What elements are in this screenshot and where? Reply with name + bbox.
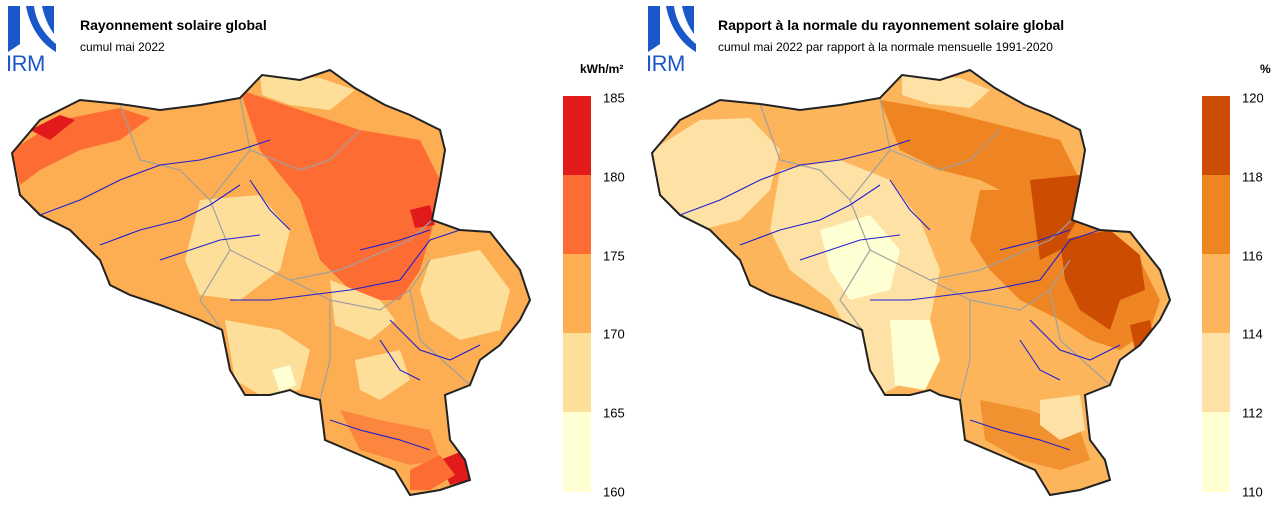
- legend-swatch: [1202, 254, 1230, 333]
- legend-unit: kWh/m²: [580, 62, 624, 76]
- belgium-radiation-map: [11, 69, 531, 496]
- legend-swatch: [563, 175, 591, 254]
- legend-swatch: [1202, 175, 1230, 254]
- legend-tick-label: 118: [1242, 169, 1263, 185]
- legend-colorbar: [1202, 96, 1230, 492]
- legend-colorbar: [563, 96, 591, 492]
- irm-logo-icon: [648, 6, 696, 52]
- legend-unit: %: [1260, 62, 1271, 76]
- legend-tick-label: 170: [603, 326, 625, 342]
- map-subtitle: cumul mai 2022: [80, 40, 165, 54]
- legend-tick-label: 116: [1242, 248, 1263, 264]
- legend-tick-label: 180: [603, 169, 625, 185]
- legend-tick-label: 110: [1242, 484, 1263, 500]
- ratio-to-normal-panel: IRM Rapport à la normale du rayonnement …: [640, 0, 1280, 507]
- legend-swatch: [1202, 412, 1230, 492]
- legend-tick-label: 165: [603, 405, 625, 421]
- legend-tick-label: 175: [603, 248, 625, 264]
- solar-radiation-panel: IRM Rayonnement solaire global cumul mai…: [6, 6, 625, 500]
- map-title: Rayonnement solaire global: [80, 17, 267, 33]
- belgium-ratio-map: [651, 69, 1171, 496]
- legend-tick-label: 120: [1242, 90, 1264, 106]
- map-subtitle: cumul mai 2022 par rapport à la normale …: [718, 40, 1053, 54]
- legend-swatch: [563, 333, 591, 412]
- irm-logo-text: IRM: [6, 51, 45, 76]
- legend-swatch: [563, 96, 591, 175]
- legend-swatch: [1202, 333, 1230, 412]
- map-title: Rapport à la normale du rayonnement sola…: [718, 17, 1065, 33]
- legend-swatch: [1202, 96, 1230, 175]
- legend-swatch: [563, 254, 591, 333]
- irm-logo-icon: [8, 6, 56, 52]
- irm-logo-text: IRM: [646, 51, 685, 76]
- legend-tick-label: 160: [603, 484, 625, 500]
- legend-tick-label: 114: [1242, 326, 1263, 342]
- legend-swatch: [563, 412, 591, 492]
- legend-tick-label: 112: [1242, 405, 1263, 421]
- legend-tick-label: 185: [603, 90, 625, 106]
